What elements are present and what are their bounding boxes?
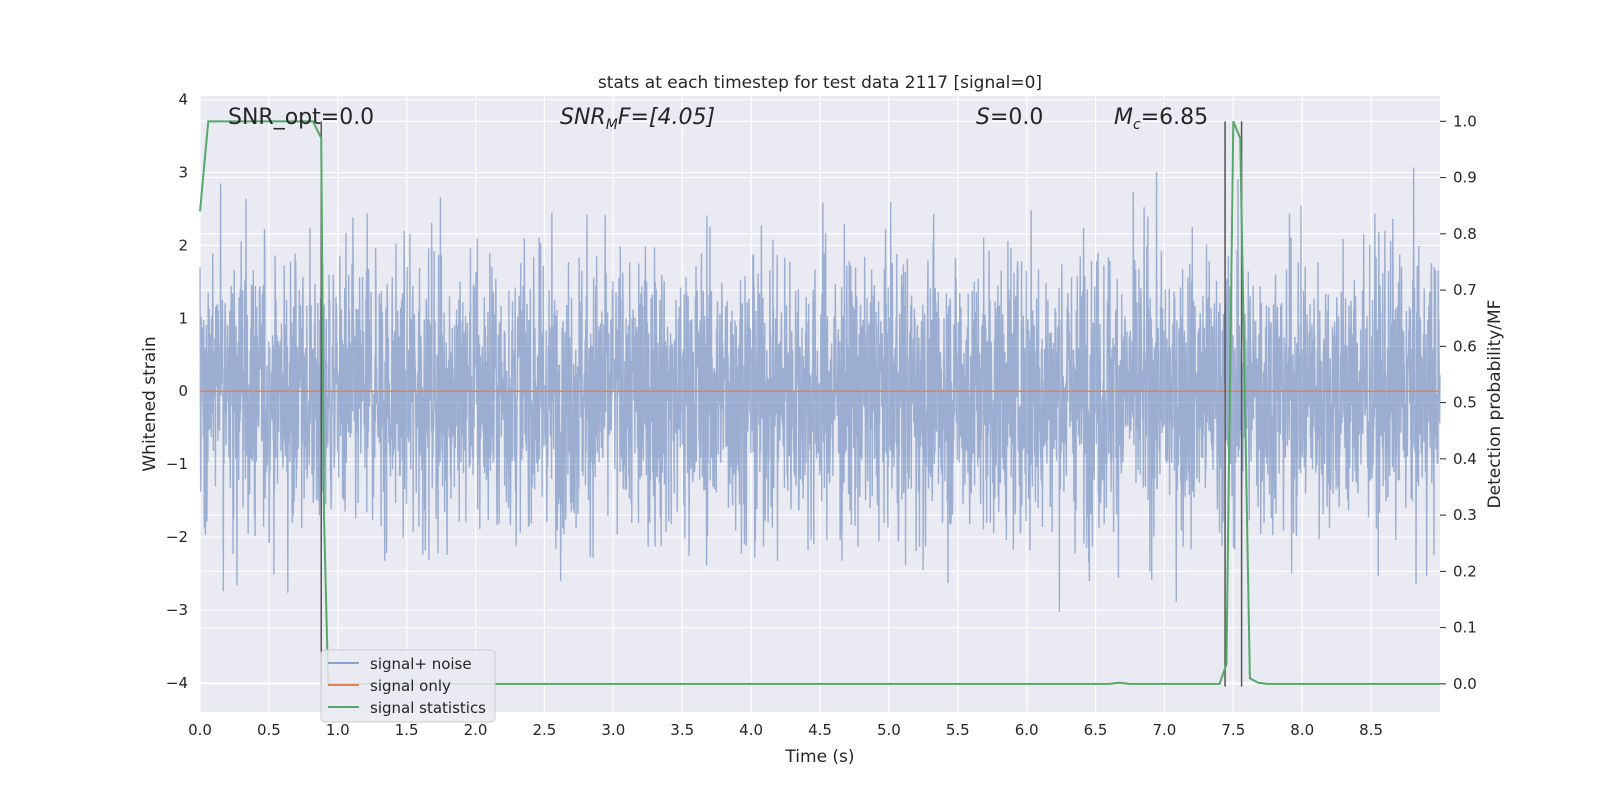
x-tick-label: 6.5 — [1084, 721, 1108, 739]
annotation-mc-rest: =6.85 — [1141, 105, 1208, 130]
x-tick-label: 5.5 — [946, 721, 970, 739]
x-tick-label: 5.0 — [877, 721, 901, 739]
y2-axis-label: Detection probability/MF — [1485, 300, 1505, 509]
annotation-mc-base: M — [1114, 105, 1133, 130]
x-tick-label: 4.0 — [739, 721, 763, 739]
y2-tick-label: 0.1 — [1453, 619, 1477, 637]
x-tick-label: 3.0 — [601, 721, 625, 739]
legend: signal+ noise signal only signal statist… — [320, 649, 496, 723]
x-tick-label: 0.0 — [188, 721, 212, 739]
x-axis-label: Time (s) — [784, 747, 854, 767]
y2-tick-label: 0.9 — [1453, 169, 1477, 187]
y2-axis-ticks: 1.0 0.9 0.8 0.7 0.6 0.5 0.4 0.3 0.2 0.1 0.0 — [1440, 112, 1477, 693]
y-tick-label: −4 — [166, 674, 188, 692]
x-tick-label: 1.5 — [395, 721, 419, 739]
y2-tick-label: 0.3 — [1453, 506, 1477, 524]
legend-box — [320, 649, 496, 723]
y-tick-label: 4 — [178, 91, 188, 109]
annotation-s: S=0.0 — [976, 105, 1043, 130]
x-tick-label: 2.0 — [464, 721, 488, 739]
x-tick-label: 0.5 — [257, 721, 281, 739]
y2-tick-label: 0.4 — [1453, 450, 1477, 468]
annotation-mc-sub: c — [1133, 117, 1141, 133]
series-signal-noise — [199, 167, 1441, 612]
series-signal-statistics — [199, 120, 1440, 685]
y-tick-label: −3 — [166, 601, 188, 619]
annotation-snr-mf: SNRMF=[4.05] — [560, 105, 715, 133]
x-tick-label: 2.5 — [533, 721, 557, 739]
annotation-snr-opt: SNR_opt=0.0 — [228, 105, 374, 130]
x-tick-label: 8.5 — [1359, 721, 1383, 739]
y2-tick-label: 0.7 — [1453, 281, 1477, 299]
signal-statistics-line — [199, 120, 1440, 685]
x-tick-label: 8.0 — [1290, 721, 1314, 739]
y2-tick-label: 0.2 — [1453, 562, 1477, 580]
y2-tick-label: 0.5 — [1453, 394, 1477, 412]
x-tick-label: 3.5 — [670, 721, 694, 739]
x-tick-label: 7.5 — [1221, 721, 1245, 739]
y2-tick-label: 1.0 — [1453, 112, 1477, 130]
y-axis-ticks: 4 3 2 1 0 −1 −2 −3 −4 — [166, 91, 188, 692]
y2-tick-label: 0.8 — [1453, 225, 1477, 243]
y-tick-label: −1 — [166, 455, 188, 473]
annotation-snr-mf-base: SNR — [560, 105, 606, 130]
x-tick-label: 7.0 — [1153, 721, 1177, 739]
signal-noise-line — [199, 167, 1441, 612]
y2-tick-label: 0.0 — [1453, 675, 1477, 693]
y-tick-label: 1 — [178, 309, 188, 327]
annotation-snr-mf-sub: M — [606, 117, 618, 133]
legend-label-signal-statistics: signal statistics — [370, 699, 486, 717]
x-tick-label: 1.0 — [326, 721, 350, 739]
x-tick-label: 6.0 — [1015, 721, 1039, 739]
y-tick-label: 3 — [178, 164, 188, 182]
legend-label-signal-noise: signal+ noise — [370, 655, 472, 673]
y-tick-label: 2 — [178, 236, 188, 254]
y2-tick-label: 0.6 — [1453, 337, 1477, 355]
y-axis-label: Whitened strain — [140, 336, 160, 471]
y-tick-label: −2 — [166, 528, 188, 546]
annotation-mc: Mc=6.85 — [1114, 105, 1208, 133]
x-axis-ticks: 0.0 0.5 1.0 1.5 2.0 2.5 3.0 3.5 4.0 4.5 5.0 5.5 6.0 6… — [188, 721, 1383, 739]
x-tick-label: 4.5 — [808, 721, 832, 739]
annotation-snr-mf-rest: F=[4.05] — [618, 105, 715, 130]
annotation-s-rest: =0.0 — [990, 105, 1043, 130]
legend-label-signal-only: signal only — [370, 677, 451, 695]
annotation-s-base: S — [976, 105, 990, 130]
y-tick-label: 0 — [178, 382, 188, 400]
chart-title: stats at each timestep for test data 211… — [598, 73, 1042, 93]
